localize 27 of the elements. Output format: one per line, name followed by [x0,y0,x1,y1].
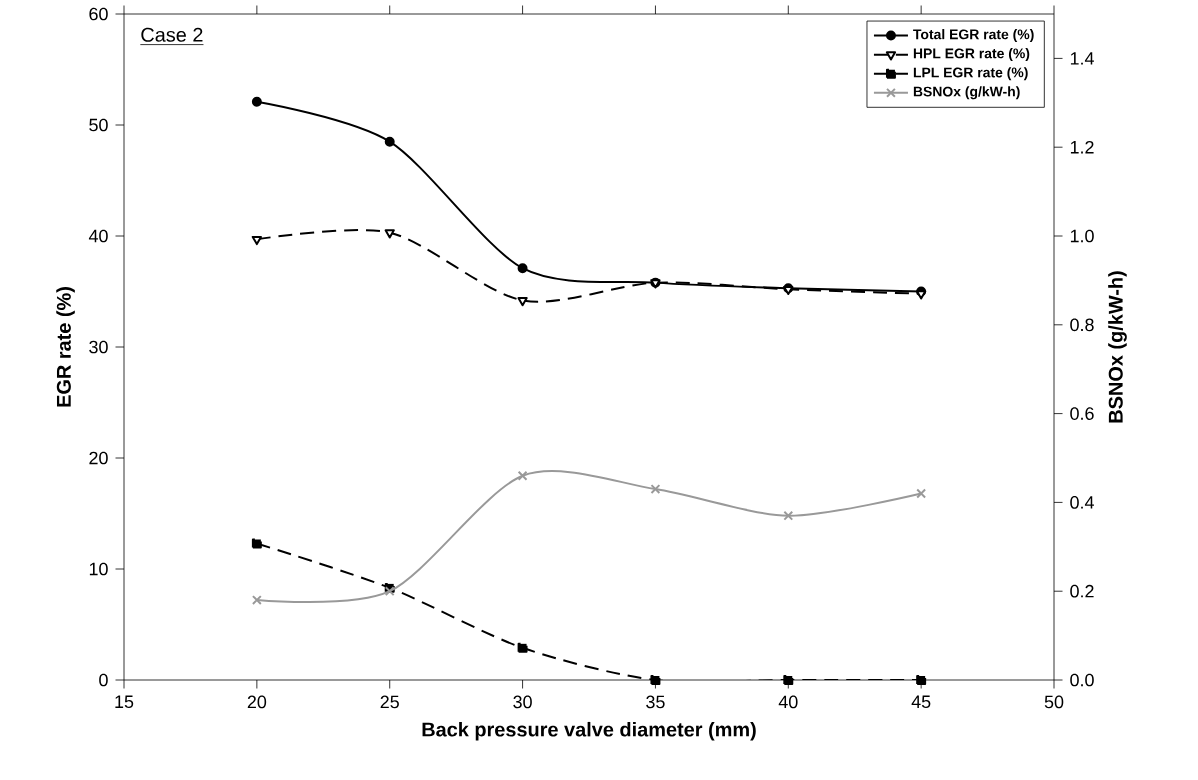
x-tick-label: 20 [247,695,267,709]
annotation: Case 2 [141,27,203,42]
y2-tick-label: 0.0 [1070,673,1094,687]
y-tick-label: 40 [88,229,108,243]
x-tick-label: 15 [115,695,134,709]
x-tick-label: 40 [778,695,798,709]
y2-axis-title: BSNOx (g/kW-h) [1108,271,1127,423]
x-tick-label: 35 [646,695,665,709]
y-axis-title: EGR rate (%) [56,287,75,407]
x-tick-label: 30 [513,695,532,709]
y2-tick-label: 0.2 [1070,584,1094,598]
y2-tick-label: 1.2 [1070,140,1094,154]
y2-tick-label: 0.4 [1070,496,1094,509]
y-tick-label: 50 [89,118,108,132]
y-tick-label: 30 [89,340,108,354]
y-tick-label: 20 [89,451,108,465]
y2-tick-label: 1.4 [1070,52,1094,65]
y2-tick-label: 0.8 [1070,318,1094,332]
x-tick-label: 25 [380,695,399,709]
y2-tick-label: 0.6 [1070,407,1094,420]
x-tick-label: 50 [1044,695,1064,709]
y2-tick-label: 1.0 [1070,229,1094,243]
y-tick-label: 10 [89,562,108,576]
x-axis-title: Back pressure valve diameter (mm) [422,721,756,741]
y-tick-label: 0 [99,673,108,687]
y-tick-label: 60 [89,7,108,21]
x-tick-label: 45 [911,695,931,709]
